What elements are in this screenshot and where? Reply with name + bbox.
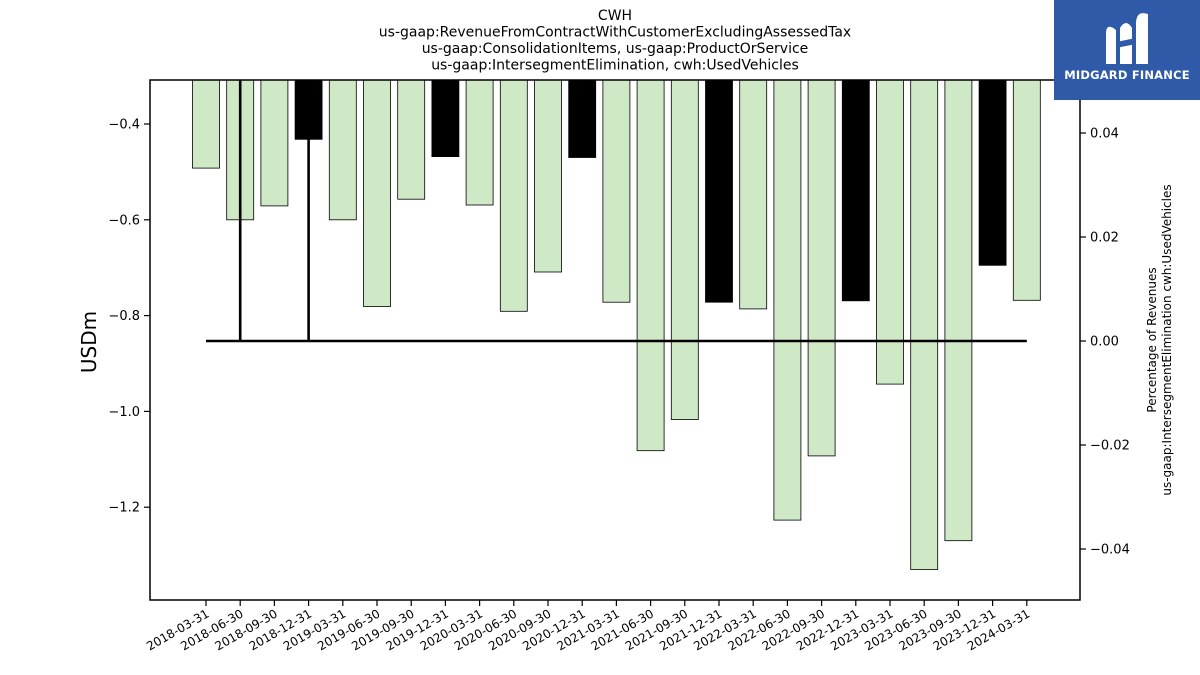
- y2-tick-label: 0.04: [1090, 127, 1119, 142]
- bar-2023-09-30: [944, 79, 973, 542]
- line-series-group: [206, 80, 1027, 343]
- bar-2018-09-30: [260, 79, 289, 207]
- bar-2022-03-31: [739, 79, 768, 310]
- bar-2024-03-31: [1012, 79, 1041, 301]
- bar-2019-09-30: [397, 79, 426, 200]
- y-axis-label: USDm: [77, 311, 101, 373]
- y2-axis-label-line: Percentage of Revenues: [1145, 267, 1159, 412]
- y-tick-label: −0.6: [108, 213, 140, 228]
- bars-group: [192, 79, 1041, 570]
- y-axis: −1.2 −1.0 −0.8 −0.6 −0.4: [108, 118, 150, 516]
- y-tick-label: −0.4: [108, 118, 140, 133]
- bar-2021-03-31: [602, 79, 631, 303]
- bar-2023-06-30: [910, 79, 939, 570]
- chart-title-line: us-gaap:ConsolidationItems, us-gaap:Prod…: [422, 41, 809, 57]
- bar-2021-06-30: [636, 79, 665, 452]
- bar-2020-06-30: [499, 79, 528, 312]
- y-tick-label: −0.8: [108, 309, 140, 324]
- x-axis: 2018-03-312018-06-302018-09-302018-12-31…: [144, 600, 1032, 653]
- y2-axis-label: Percentage of Revenues us-gaap:Intersegme…: [1145, 184, 1174, 495]
- bar-2022-06-30: [773, 79, 802, 521]
- bar-2018-03-31: [192, 79, 220, 169]
- plot-area-frame: [149, 79, 1081, 601]
- logo-badge: MIDGARD FINANCE: [1054, 0, 1200, 100]
- y2-tick-label: 0.02: [1090, 231, 1119, 246]
- chart-title-line: us-gaap:RevenueFromContractWithCustomerE…: [379, 25, 851, 41]
- bar-2023-03-31: [876, 79, 904, 385]
- bar-2020-09-30: [534, 79, 562, 273]
- y2-tick-label: −0.02: [1090, 439, 1130, 454]
- midgard-logo-icon: [1106, 13, 1148, 64]
- bar-2019-03-31: [328, 79, 357, 221]
- y2-axis-label-line: us-gaap:IntersegmentElimination cwh:Used…: [1160, 184, 1174, 495]
- y2-tick-label: 0.00: [1090, 335, 1119, 350]
- bar-2023-12-31: [978, 79, 1007, 266]
- bar-2019-06-30: [363, 79, 391, 307]
- y2-axis: −0.04 −0.02 0.00 0.02 0.04: [1080, 127, 1130, 558]
- chart-title-line: CWH: [598, 8, 632, 24]
- bar-2022-12-31: [841, 79, 870, 302]
- bar-2022-09-30: [807, 79, 836, 457]
- chart-title-line: us-gaap:IntersegmentElimination, cwh:Use…: [431, 58, 799, 74]
- y-tick-label: −1.2: [108, 501, 140, 516]
- bar-2021-12-31: [705, 79, 733, 303]
- line-series: [206, 80, 1027, 343]
- bar-2020-03-31: [465, 79, 494, 206]
- logo-text: MIDGARD FINANCE: [1064, 68, 1190, 82]
- y-tick-label: −1.0: [108, 405, 140, 420]
- y2-tick-label: −0.04: [1090, 543, 1130, 558]
- bar-2020-12-31: [568, 79, 597, 158]
- bar-2019-12-31: [431, 79, 460, 157]
- chart-title: CWHus-gaap:RevenueFromContractWithCustom…: [379, 8, 851, 74]
- bar-2021-09-30: [670, 79, 699, 420]
